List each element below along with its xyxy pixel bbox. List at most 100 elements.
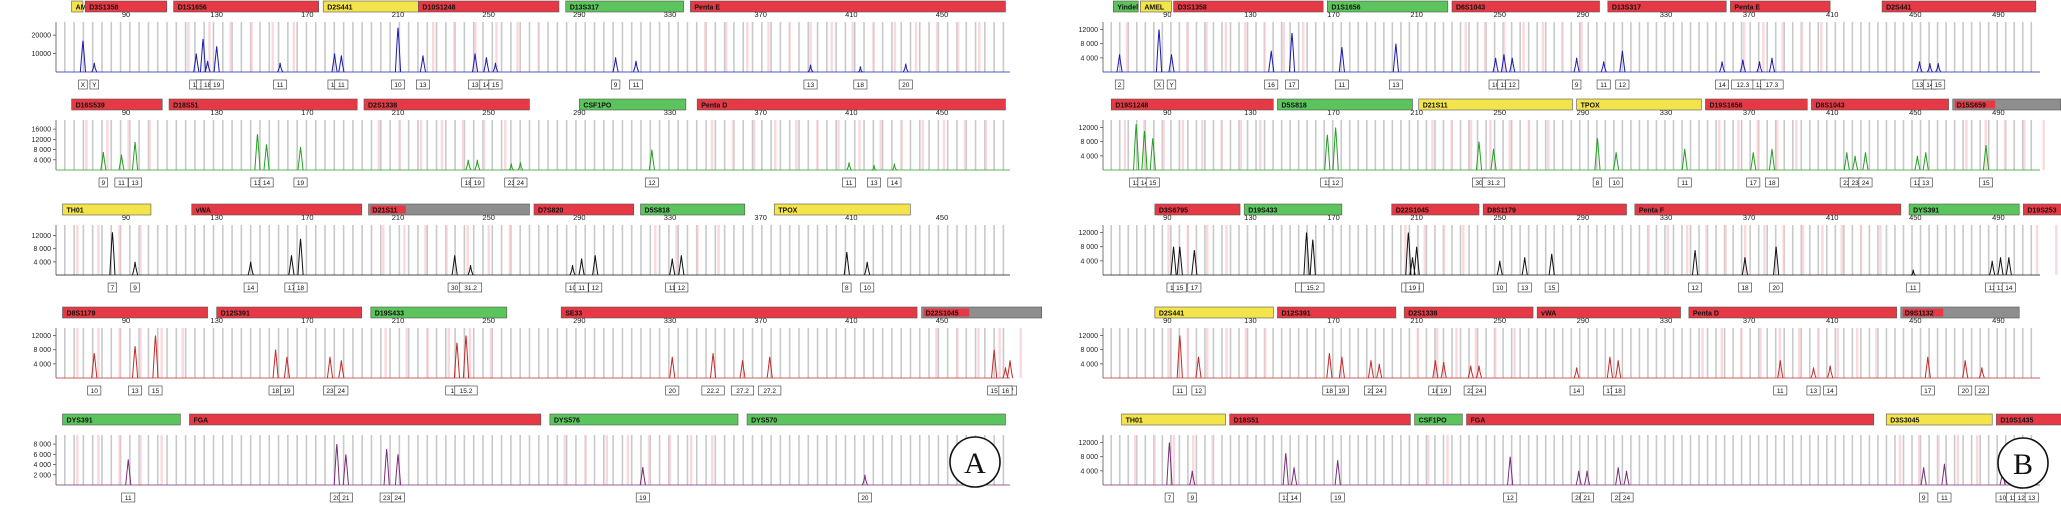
allele-box xyxy=(513,177,528,188)
peak xyxy=(1432,360,1439,379)
x-tick-label: 370 xyxy=(754,10,767,19)
allele-label: 13 xyxy=(2028,495,2036,502)
allele-box xyxy=(1858,177,1873,188)
allele-box xyxy=(334,385,349,396)
allele-label: 10 xyxy=(91,388,99,395)
peak xyxy=(1290,467,1298,486)
channel-row: D16S539 D18S51 D2S1338 CSF1PO Penta D 90 130 17… xyxy=(32,98,1010,188)
allele-box xyxy=(803,79,818,90)
peak xyxy=(297,238,304,276)
allele-label: 13 xyxy=(254,180,262,187)
allele-label: Y xyxy=(92,82,97,89)
peak xyxy=(1575,470,1582,486)
x-tick-label: 210 xyxy=(392,108,405,117)
allele-label: 24 xyxy=(1862,180,1870,187)
peak xyxy=(1133,123,1140,171)
allele-label: 17 xyxy=(288,285,296,292)
allele-box xyxy=(1472,385,1486,396)
allele-label: 18 xyxy=(1326,388,1334,395)
allele-label: 12 xyxy=(1619,82,1627,89)
allele-box xyxy=(1931,79,1946,90)
channel-row: D8S1179 D12S391 D19S433 SE33 D22S1045 90 130 17… xyxy=(32,306,1043,396)
locus-label: D3S1358 xyxy=(89,5,118,12)
allele-label: 24 xyxy=(1376,388,1384,395)
allele-label: 24 xyxy=(517,180,525,187)
allele-label: 13 xyxy=(1392,82,1400,89)
y-tick-label: 12000 xyxy=(32,333,52,340)
peak xyxy=(1910,269,1917,276)
allele-label: 12 xyxy=(678,285,686,292)
peak xyxy=(1619,50,1626,73)
peak xyxy=(1922,152,1929,171)
locus-label: FGA xyxy=(1471,418,1486,425)
x-tick-label: 250 xyxy=(1494,213,1507,222)
peak xyxy=(508,163,515,171)
x-tick-label: 290 xyxy=(1577,316,1590,325)
allele-label: 11 xyxy=(1324,180,1331,187)
locus-label: D10S1248 xyxy=(422,5,455,12)
locus-label: D18S51 xyxy=(1234,418,1259,425)
x-tick-label: 370 xyxy=(1743,108,1756,117)
x-tick-label: 370 xyxy=(754,108,767,117)
peak xyxy=(1926,63,1933,73)
peak xyxy=(193,53,200,73)
peak xyxy=(1413,246,1420,276)
allele-box xyxy=(98,177,108,188)
x-tick-label: 170 xyxy=(1327,10,1340,19)
allele-label: 18 xyxy=(272,388,280,395)
peak xyxy=(648,149,655,171)
locus-marker xyxy=(1576,98,1702,111)
locus-marker xyxy=(1277,98,1413,111)
locus-label: D2S441 xyxy=(327,5,352,12)
peak xyxy=(453,342,461,379)
locus-marker xyxy=(71,98,163,111)
locus-marker xyxy=(696,98,1006,111)
peak xyxy=(517,162,524,171)
peak xyxy=(1334,460,1341,486)
allele-label: 17 xyxy=(1191,285,1199,292)
allele-label: 9 xyxy=(1190,495,1194,502)
x-tick-label: 490 xyxy=(1992,213,2005,222)
allele-label: 13 xyxy=(1282,495,1290,502)
allele-label: 21 xyxy=(342,495,350,502)
x-tick-label: 210 xyxy=(1410,108,1423,117)
allele-box xyxy=(1979,177,1993,188)
x-tick-label: 330 xyxy=(1660,10,1673,19)
allele-label: 12 xyxy=(2018,495,2026,502)
peak xyxy=(1982,145,1990,171)
x-tick-label: 210 xyxy=(392,316,405,325)
allele-box xyxy=(635,492,650,503)
peak xyxy=(467,265,474,276)
peak xyxy=(1941,463,1948,486)
locus-marker xyxy=(62,203,152,216)
allele-label: 24 xyxy=(394,495,402,502)
allele-box xyxy=(1334,79,1349,90)
y-tick-label: 12000 xyxy=(1079,27,1099,34)
y-tick-label: 8 000 xyxy=(33,442,51,449)
allele-box xyxy=(1715,79,1729,90)
peak xyxy=(1962,360,1969,379)
locus-label: D5S818 xyxy=(645,208,670,215)
allele-label: 14 xyxy=(2005,285,2013,292)
allele-box xyxy=(338,492,353,503)
locus-label: D19S433 xyxy=(1248,208,1277,215)
allele-label: 18 xyxy=(204,82,212,89)
x-tick-label: 250 xyxy=(482,10,495,19)
peak xyxy=(578,258,585,276)
locus-marker xyxy=(1705,98,1808,111)
x-tick-label: 170 xyxy=(1327,316,1340,325)
x-tick-label: 410 xyxy=(1826,316,1839,325)
peak xyxy=(871,164,877,171)
allele-label: 19 xyxy=(639,495,647,502)
allele-label: 20 xyxy=(902,82,910,89)
x-tick-label: 410 xyxy=(845,10,858,19)
allele-box xyxy=(842,282,852,293)
locus-label: AMEL xyxy=(1144,5,1165,12)
locus-marker xyxy=(565,0,684,13)
peak xyxy=(254,134,261,171)
y-tick-label: 8 000 xyxy=(1080,347,1098,354)
locus-marker xyxy=(921,306,1043,319)
locus-marker xyxy=(560,306,918,319)
peak xyxy=(394,27,402,73)
allele-box xyxy=(842,177,856,188)
